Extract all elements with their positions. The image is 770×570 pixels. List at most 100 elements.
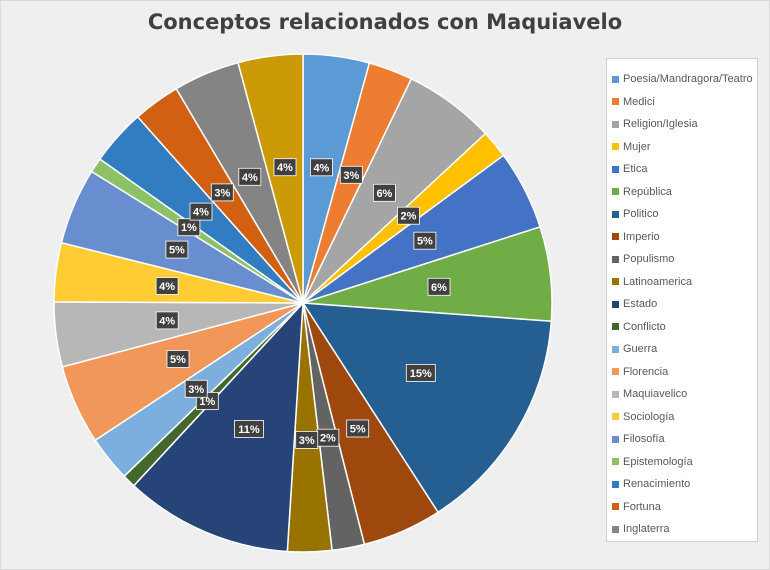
legend-label: Politico [623, 208, 659, 221]
svg-text:2%: 2% [401, 211, 417, 223]
data-label-16: 5% [165, 240, 189, 259]
legend-swatch [612, 233, 619, 241]
svg-text:15%: 15% [410, 368, 432, 380]
legend-label: Estado [623, 298, 658, 311]
legend-item-6: Politico [607, 203, 757, 226]
data-label-2: 6% [372, 183, 396, 202]
legend-label: Maquiavelico [623, 388, 688, 401]
legend-item-19: Fortuna [607, 496, 757, 519]
svg-text:5%: 5% [170, 354, 186, 366]
svg-text:4%: 4% [277, 162, 293, 174]
data-label-4: 5% [413, 231, 437, 250]
data-label-8: 2% [316, 428, 340, 447]
legend-item-12: Guerra [607, 338, 757, 361]
pie-slice-21 [237, 53, 304, 304]
legend-label: Fortuna [623, 500, 661, 513]
data-label-11: 1% [195, 391, 219, 410]
legend-swatch [612, 458, 619, 466]
data-label-14: 4% [155, 311, 179, 330]
legend-item-14: Maquiavelico [607, 383, 757, 406]
legend-swatch [612, 480, 619, 488]
legend-label: Inglaterra [623, 523, 670, 536]
data-label-19: 3% [210, 183, 234, 202]
legend-swatch [612, 368, 619, 376]
data-label-10: 11% [234, 419, 264, 438]
data-label-21: 4% [273, 158, 297, 177]
legend-swatch [612, 525, 619, 533]
legend-swatch [612, 278, 619, 286]
legend-item-4: Etica [607, 158, 757, 181]
svg-text:1%: 1% [199, 396, 215, 408]
legend-label: Religion/Iglesia [623, 118, 698, 131]
data-label-20: 4% [238, 167, 262, 186]
legend-swatch [612, 503, 619, 511]
svg-text:4%: 4% [313, 162, 329, 174]
legend-swatch [612, 345, 619, 353]
svg-text:5%: 5% [350, 424, 366, 436]
legend-label: Renacimiento [623, 478, 691, 491]
legend-label: Florencia [623, 365, 669, 378]
legend-item-11: Conflicto [607, 316, 757, 339]
svg-text:3%: 3% [343, 170, 359, 182]
legend-swatch [612, 300, 619, 308]
legend-item-18: Renacimiento [607, 473, 757, 496]
legend-swatch [612, 435, 619, 443]
legend-label: Mujer [623, 140, 651, 153]
legend-item-5: República [607, 181, 757, 204]
legend-label: Latinoamerica [623, 275, 693, 288]
legend-swatch [612, 75, 619, 83]
legend-swatch [612, 98, 619, 106]
svg-text:4%: 4% [242, 172, 258, 184]
svg-text:5%: 5% [169, 245, 185, 257]
legend-swatch [612, 323, 619, 331]
chart-title: Conceptos relacionados con Maquiavelo [147, 10, 623, 34]
legend-item-15: Sociología [607, 406, 757, 429]
pie-slice-10 [132, 300, 304, 553]
data-label-0: 4% [309, 158, 333, 177]
legend-swatch [612, 210, 619, 218]
svg-text:3%: 3% [214, 187, 230, 199]
legend-label: Poesia/Mandragora/Teatro [623, 73, 753, 86]
legend-label: Populismo [623, 253, 675, 266]
data-label-12: 3% [184, 379, 208, 398]
legend-swatch [612, 413, 619, 421]
svg-text:5%: 5% [417, 236, 433, 248]
legend-item-3: Mujer [607, 136, 757, 159]
legend-item-20: Inglaterra [607, 518, 757, 541]
legend-item-10: Estado [607, 293, 757, 316]
legend-label: Imperio [623, 230, 660, 243]
legend-label: Sociología [623, 410, 675, 423]
svg-text:4%: 4% [159, 315, 175, 327]
legend-label: Filosofía [623, 433, 665, 446]
legend-item-8: Populismo [607, 248, 757, 271]
data-label-18: 4% [189, 202, 213, 221]
svg-text:2%: 2% [320, 433, 336, 445]
legend-label: Etica [623, 163, 648, 176]
legend-swatch [612, 390, 619, 398]
legend-item-16: Filosofía [607, 428, 757, 451]
svg-text:11%: 11% [238, 424, 260, 436]
legend-label: Conflicto [623, 320, 666, 333]
pie-slice-6 [301, 302, 553, 514]
legend-item-13: Florencia [607, 361, 757, 384]
svg-text:3%: 3% [188, 384, 204, 396]
legend-item-17: Epistemología [607, 451, 757, 474]
svg-text:4%: 4% [193, 207, 209, 219]
legend-label: Guerra [623, 343, 658, 356]
legend-item-7: Imperio [607, 226, 757, 249]
svg-text:1%: 1% [181, 222, 197, 234]
svg-text:6%: 6% [376, 188, 392, 200]
svg-text:4%: 4% [159, 281, 175, 293]
data-label-15: 4% [155, 277, 179, 295]
data-label-17: 1% [177, 218, 201, 237]
legend-item-9: Latinoamerica [607, 271, 757, 294]
data-label-6: 15% [405, 363, 436, 382]
svg-text:6%: 6% [431, 282, 447, 294]
legend-swatch [612, 143, 619, 151]
legend-label: Epistemología [623, 455, 693, 468]
legend-swatch [612, 165, 619, 173]
svg-text:3%: 3% [299, 435, 315, 447]
data-label-1: 3% [339, 165, 363, 184]
legend-swatch [612, 120, 619, 128]
